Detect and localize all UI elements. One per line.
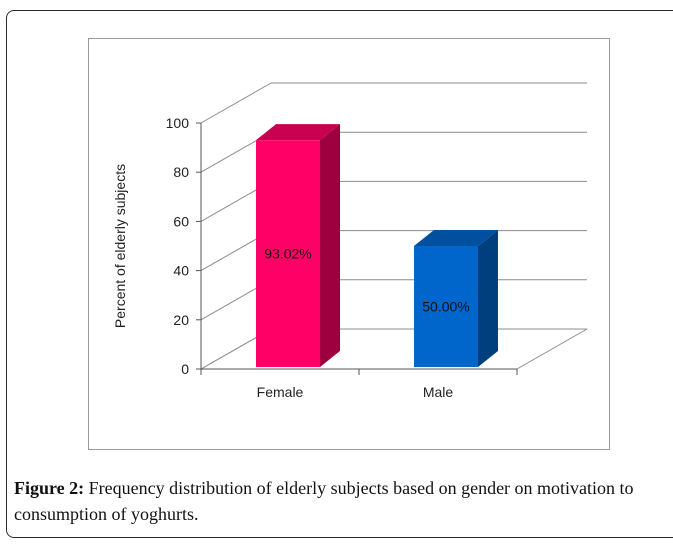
y-tick-label: 40 [173,263,189,279]
x-tick-label: Male [423,384,454,400]
bar-top-male [414,230,498,246]
chart-area: 0 20 40 60 80 100 Percent of elderly subjects … [88,38,610,450]
y-tick-label: 20 [173,312,189,328]
x-tick-label: Female [257,384,304,400]
bar-side-male [478,230,498,367]
y-tick-label: 100 [166,115,190,131]
floor-right-edge [516,328,588,370]
caption-text: Frequency distribution of elderly subjec… [14,478,634,524]
gridline-side [200,82,272,124]
y-tick-label: 80 [173,164,189,180]
bar-female [256,140,320,367]
caption-label: Figure 2: [14,478,85,498]
y-tick-label: 0 [181,361,189,377]
y-tick-label: 60 [173,213,189,229]
bar-top-female [256,124,340,141]
bar-side-female [320,124,340,367]
bar-male [414,246,478,367]
data-label: 50.00% [422,299,469,315]
data-label: 93.02% [264,246,311,262]
y-axis-title: Percent of elderly subjects [112,164,128,328]
figure-caption: Figure 2: Frequency distribution of elde… [14,475,664,527]
